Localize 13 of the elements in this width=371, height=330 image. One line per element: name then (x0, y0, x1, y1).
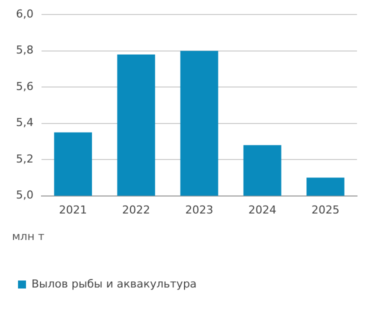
x-tick-label: 2021 (59, 203, 88, 216)
text: млн т (12, 230, 46, 244)
x-tick-label: 2022 (122, 203, 150, 216)
legend-label: Вылов рыбы и аквакультура (32, 277, 197, 290)
y-tick-label: 6,0 (16, 7, 34, 20)
x-tick-label: 2024 (248, 203, 276, 216)
y-tick-label: 5,6 (16, 80, 34, 93)
x-tick-label: 2025 (311, 203, 340, 216)
y-tick-label: 5,2 (16, 152, 34, 166)
y-tick-label: 5,8 (16, 44, 34, 57)
y-tick-label: 5,4 (16, 116, 34, 130)
y-tick-label: 5,0 (16, 188, 34, 202)
x-tick-label: 2023 (185, 203, 214, 216)
